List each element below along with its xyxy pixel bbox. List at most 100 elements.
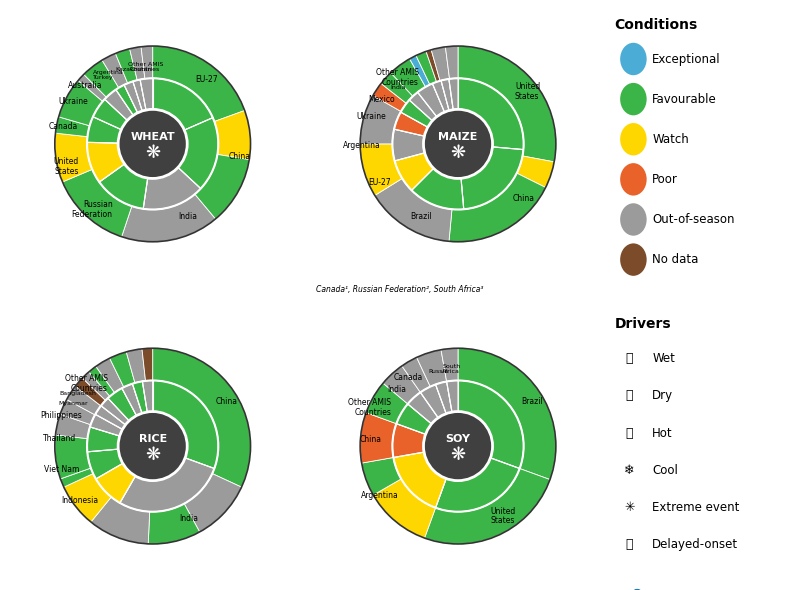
Text: Viet Nam: Viet Nam bbox=[44, 465, 79, 474]
Wedge shape bbox=[101, 398, 129, 425]
Wedge shape bbox=[435, 458, 520, 512]
Wedge shape bbox=[89, 366, 114, 396]
Text: Kazakhstan: Kazakhstan bbox=[115, 67, 152, 71]
Wedge shape bbox=[381, 73, 413, 103]
Wedge shape bbox=[66, 386, 101, 415]
Wedge shape bbox=[87, 142, 125, 182]
Wedge shape bbox=[95, 406, 126, 430]
Text: Drivers: Drivers bbox=[614, 317, 671, 332]
Text: India: India bbox=[390, 85, 406, 90]
Wedge shape bbox=[383, 366, 420, 404]
Text: Other AMIS
Countries: Other AMIS Countries bbox=[376, 68, 419, 87]
Wedge shape bbox=[87, 427, 120, 452]
Wedge shape bbox=[110, 352, 135, 387]
Text: Watch: Watch bbox=[652, 133, 689, 146]
Wedge shape bbox=[425, 468, 550, 544]
Wedge shape bbox=[214, 110, 250, 160]
Wedge shape bbox=[390, 59, 426, 96]
Wedge shape bbox=[64, 474, 111, 522]
Text: Dry: Dry bbox=[652, 389, 674, 402]
Wedge shape bbox=[420, 385, 446, 418]
Wedge shape bbox=[458, 78, 524, 150]
Wedge shape bbox=[446, 46, 458, 79]
Wedge shape bbox=[432, 80, 449, 112]
Wedge shape bbox=[93, 99, 127, 130]
Text: United
States: United States bbox=[515, 83, 540, 101]
Wedge shape bbox=[458, 348, 556, 480]
Text: India: India bbox=[387, 385, 406, 394]
Wedge shape bbox=[394, 452, 446, 508]
Text: Exceptional: Exceptional bbox=[652, 53, 721, 65]
Text: United
States: United States bbox=[54, 157, 79, 176]
Wedge shape bbox=[392, 424, 426, 457]
Wedge shape bbox=[153, 381, 218, 468]
Text: Thailand: Thailand bbox=[42, 434, 76, 442]
Wedge shape bbox=[392, 129, 425, 161]
Text: Other AMIS
Countries: Other AMIS Countries bbox=[127, 62, 163, 73]
Wedge shape bbox=[408, 392, 438, 424]
Wedge shape bbox=[458, 46, 556, 162]
Wedge shape bbox=[55, 435, 91, 479]
Wedge shape bbox=[84, 60, 118, 97]
Wedge shape bbox=[178, 117, 218, 189]
Wedge shape bbox=[431, 47, 450, 81]
Wedge shape bbox=[90, 414, 122, 436]
Wedge shape bbox=[82, 372, 110, 401]
Text: RICE: RICE bbox=[138, 434, 166, 444]
Wedge shape bbox=[461, 147, 523, 209]
Wedge shape bbox=[375, 178, 452, 241]
Text: Indonesia: Indonesia bbox=[61, 496, 98, 505]
Wedge shape bbox=[96, 463, 135, 503]
Wedge shape bbox=[402, 358, 430, 392]
Wedge shape bbox=[141, 46, 153, 78]
Wedge shape bbox=[58, 80, 102, 126]
Wedge shape bbox=[441, 348, 458, 382]
Wedge shape bbox=[87, 117, 122, 143]
Circle shape bbox=[423, 412, 493, 481]
Circle shape bbox=[118, 412, 187, 481]
Wedge shape bbox=[410, 55, 430, 87]
Text: United
States: United States bbox=[490, 507, 516, 525]
Text: Russia: Russia bbox=[428, 369, 448, 374]
Text: Argentina: Argentina bbox=[361, 491, 399, 500]
Wedge shape bbox=[417, 350, 446, 386]
Text: ⛰: ⛰ bbox=[626, 389, 634, 402]
Wedge shape bbox=[99, 164, 148, 209]
Text: No data: No data bbox=[652, 253, 698, 266]
Ellipse shape bbox=[620, 244, 646, 276]
Text: Philippines: Philippines bbox=[40, 411, 82, 421]
Wedge shape bbox=[435, 382, 452, 414]
Text: China: China bbox=[359, 435, 381, 444]
Text: Australia: Australia bbox=[68, 81, 102, 90]
Wedge shape bbox=[148, 504, 200, 544]
Text: Brazil: Brazil bbox=[410, 212, 432, 221]
Ellipse shape bbox=[620, 43, 646, 76]
Wedge shape bbox=[108, 388, 137, 421]
Wedge shape bbox=[87, 449, 122, 479]
Wedge shape bbox=[116, 85, 138, 115]
Wedge shape bbox=[124, 81, 142, 113]
Text: Other AMIS
Countries: Other AMIS Countries bbox=[348, 398, 391, 417]
Wedge shape bbox=[412, 168, 464, 209]
Text: China: China bbox=[216, 397, 238, 407]
Ellipse shape bbox=[620, 83, 646, 116]
Wedge shape bbox=[78, 74, 106, 101]
Wedge shape bbox=[133, 80, 146, 111]
Text: Canada: Canada bbox=[393, 373, 422, 382]
Text: Russian
Federation: Russian Federation bbox=[71, 201, 113, 219]
Text: Ukraine: Ukraine bbox=[58, 97, 89, 106]
Text: South
Africa: South Africa bbox=[442, 364, 461, 375]
Text: ❋: ❋ bbox=[450, 446, 466, 464]
Wedge shape bbox=[62, 169, 132, 237]
Wedge shape bbox=[122, 384, 142, 415]
Text: ❋: ❋ bbox=[145, 144, 160, 162]
Text: China: China bbox=[513, 194, 534, 203]
Text: Canada¹, Russian Federation², South Africa³: Canada¹, Russian Federation², South Afri… bbox=[316, 285, 484, 294]
Circle shape bbox=[423, 109, 493, 178]
Wedge shape bbox=[401, 100, 432, 127]
Wedge shape bbox=[153, 78, 213, 130]
Wedge shape bbox=[60, 399, 95, 425]
Wedge shape bbox=[184, 474, 242, 532]
Wedge shape bbox=[153, 348, 250, 487]
Text: MAIZE: MAIZE bbox=[438, 132, 478, 142]
